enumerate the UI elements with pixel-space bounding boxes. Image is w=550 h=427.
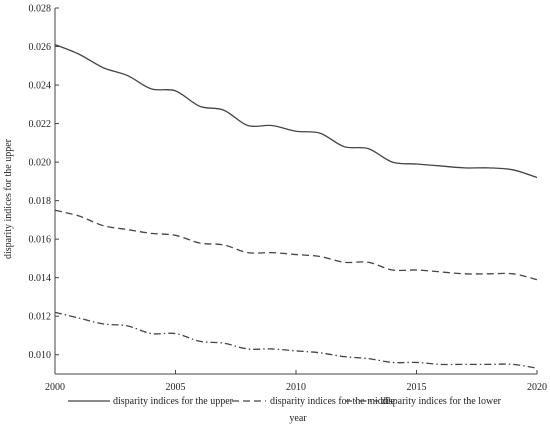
y-tick-label: 0.018	[29, 196, 52, 207]
y-tick-label: 0.012	[29, 312, 52, 323]
legend: disparity indices for the upper disparity…	[68, 396, 502, 407]
y-tick-label: 0.028	[29, 4, 52, 15]
legend-label-2: disparity indices for the middle	[270, 396, 396, 407]
y-tick-label: 0.024	[29, 81, 52, 92]
x-tick-label: 2010	[286, 382, 306, 393]
y-tick-label: 0.026	[29, 42, 52, 53]
x-ticks: 2000 2005 2010 2015 2020	[45, 370, 547, 393]
y-tick-label: 0.020	[29, 158, 52, 169]
series-line-3	[54, 311, 538, 369]
y-tick-label: 0.022	[29, 119, 52, 130]
y-axis-title: disparity indices for the upper	[3, 138, 14, 259]
y-ticks: 0.010 0.012 0.014 0.016 0.018 0.020 0.022 0.024…	[29, 4, 59, 361]
legend-label-1: disparity indices for the upper	[113, 396, 234, 407]
x-tick-label: 2020	[527, 382, 547, 393]
legend-label-3: disparity indices for the lower	[381, 396, 502, 407]
x-tick-label: 2005	[166, 382, 186, 393]
y-tick-label: 0.016	[29, 235, 52, 246]
y-tick-label: 0.014	[29, 273, 52, 284]
y-tick-label: 0.010	[29, 350, 52, 361]
x-axis-title: year	[289, 413, 307, 424]
series-group	[54, 43, 538, 369]
series-line-1	[54, 43, 538, 179]
plot-area: 0.010 0.012 0.014 0.016 0.018 0.020 0.022 0.024…	[29, 4, 548, 394]
series-line-2	[54, 209, 538, 281]
x-tick-label: 2000	[45, 382, 65, 393]
x-tick-label: 2015	[407, 382, 427, 393]
